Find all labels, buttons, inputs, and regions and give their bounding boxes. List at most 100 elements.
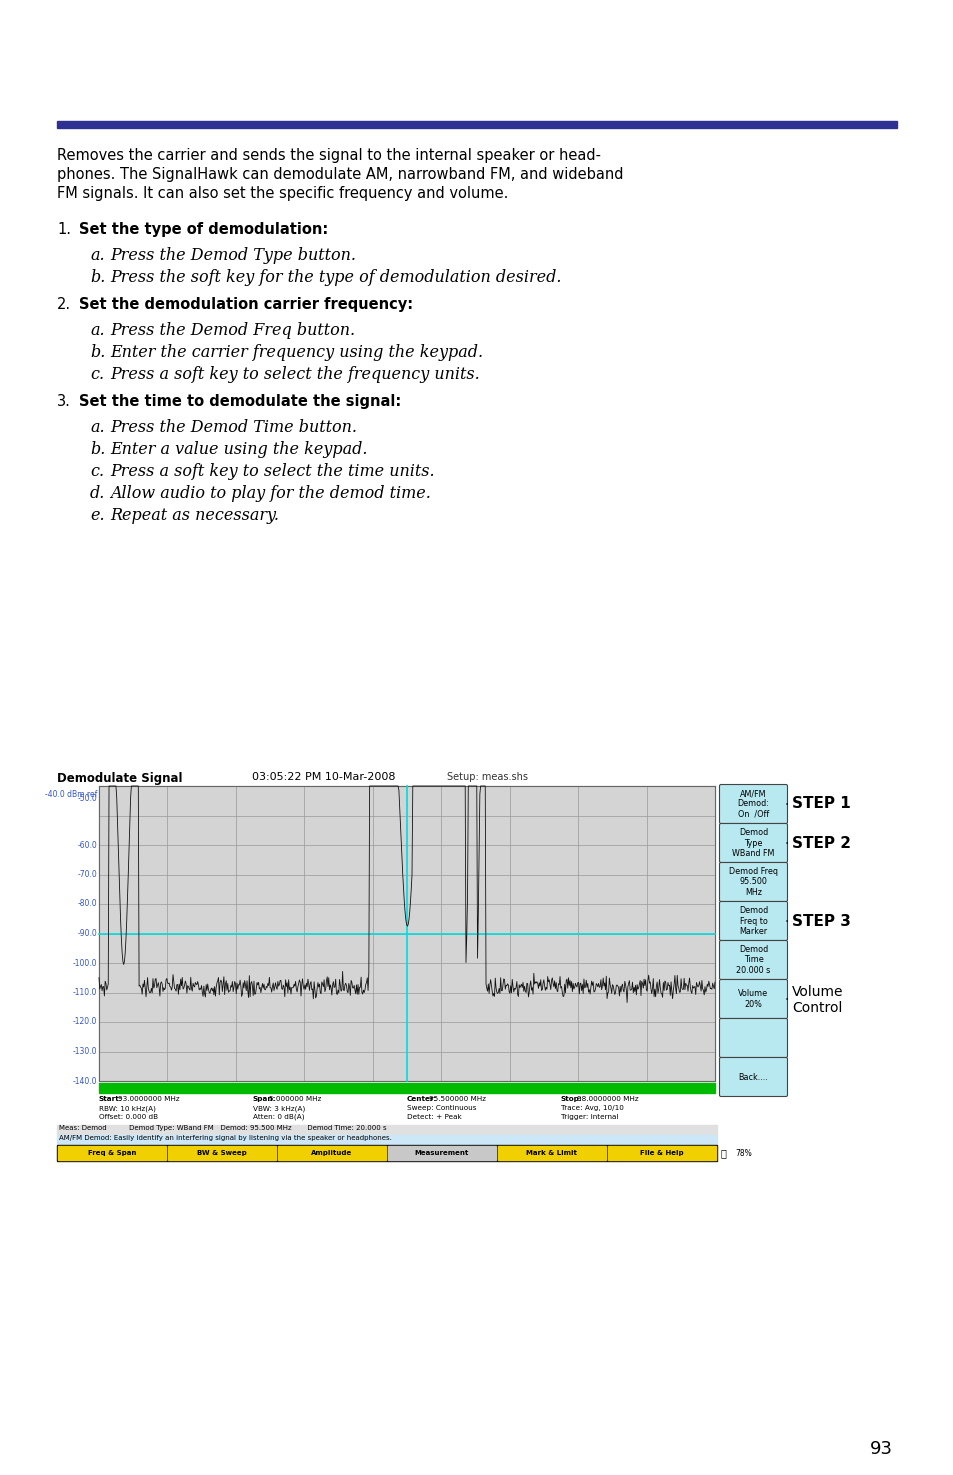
Text: Volume: Volume: [791, 985, 842, 999]
Text: Offset: 0.000 dB: Offset: 0.000 dB: [99, 1114, 158, 1120]
Text: c.: c.: [90, 366, 104, 384]
Text: RBW: 10 kHz(A): RBW: 10 kHz(A): [99, 1105, 155, 1112]
Text: 5.000000 MHz: 5.000000 MHz: [269, 1096, 321, 1102]
Text: Atten: 0 dB(A): Atten: 0 dB(A): [253, 1114, 304, 1121]
Text: 78%: 78%: [734, 1149, 751, 1158]
Text: d.: d.: [90, 485, 105, 502]
Text: AM/FM Demod: Easily identify an interfering signal by listening via the speaker : AM/FM Demod: Easily identify an interfer…: [59, 1134, 392, 1142]
Text: -130.0: -130.0: [72, 1047, 97, 1056]
Text: 03:05:22 PM 10-Mar-2008: 03:05:22 PM 10-Mar-2008: [252, 771, 395, 782]
Text: Repeat as necessary.: Repeat as necessary.: [110, 507, 278, 524]
Bar: [58, 1146, 166, 1159]
Text: Demod
Type
WBand FM: Demod Type WBand FM: [732, 827, 774, 858]
Text: 1.: 1.: [57, 223, 71, 237]
Text: e.: e.: [90, 507, 105, 524]
Text: VBW: 3 kHz(A): VBW: 3 kHz(A): [253, 1105, 305, 1112]
FancyBboxPatch shape: [719, 1058, 786, 1096]
Text: 3.: 3.: [57, 394, 71, 409]
Bar: [277, 1146, 386, 1159]
Bar: [57, 1145, 717, 1161]
Text: 98.0000000 MHz: 98.0000000 MHz: [577, 1096, 638, 1102]
Text: 93: 93: [869, 1440, 892, 1457]
FancyBboxPatch shape: [719, 863, 786, 901]
Bar: [607, 1146, 716, 1159]
Text: File & Help: File & Help: [639, 1150, 683, 1156]
Text: -80.0: -80.0: [77, 900, 97, 909]
Text: Trace: Avg, 10/10: Trace: Avg, 10/10: [560, 1105, 623, 1111]
Text: 2.: 2.: [57, 296, 71, 313]
Text: Set the demodulation carrier frequency:: Set the demodulation carrier frequency:: [79, 296, 413, 313]
Text: c.: c.: [90, 463, 104, 479]
Text: 95.500000 MHz: 95.500000 MHz: [429, 1096, 486, 1102]
Text: b.: b.: [90, 268, 105, 286]
Text: Amplitude: Amplitude: [311, 1150, 353, 1156]
Text: -40.0 dBm ref: -40.0 dBm ref: [45, 791, 97, 799]
Text: Enter the carrier frequency using the keypad.: Enter the carrier frequency using the ke…: [110, 344, 482, 361]
Text: Center:: Center:: [407, 1096, 436, 1102]
Text: Press a soft key to select the frequency units.: Press a soft key to select the frequency…: [110, 366, 479, 384]
Text: -70.0: -70.0: [77, 870, 97, 879]
Text: STEP 2: STEP 2: [791, 835, 850, 851]
Text: Press a soft key to select the time units.: Press a soft key to select the time unit…: [110, 463, 435, 479]
Text: Demodulate Signal: Demodulate Signal: [57, 771, 182, 785]
Text: Demod
Time
20.000 s: Demod Time 20.000 s: [736, 945, 770, 975]
Text: Press the Demod Freq button.: Press the Demod Freq button.: [110, 322, 355, 339]
Text: Detect: + Peak: Detect: + Peak: [407, 1114, 461, 1120]
Text: Allow audio to play for the demod time.: Allow audio to play for the demod time.: [110, 485, 431, 502]
Text: Press the Demod Time button.: Press the Demod Time button.: [110, 419, 356, 437]
FancyBboxPatch shape: [719, 823, 786, 863]
Text: Enter a value using the keypad.: Enter a value using the keypad.: [110, 441, 367, 459]
Bar: [57, 1134, 717, 1145]
Text: Press the Demod Type button.: Press the Demod Type button.: [110, 246, 355, 264]
Text: Sweep: Continuous: Sweep: Continuous: [407, 1105, 476, 1111]
Text: -90.0: -90.0: [77, 929, 97, 938]
Text: Volume
20%: Volume 20%: [738, 990, 768, 1009]
Text: Mark & Limit: Mark & Limit: [526, 1150, 577, 1156]
Text: Back....: Back....: [738, 1072, 767, 1081]
FancyBboxPatch shape: [719, 979, 786, 1019]
Text: b.: b.: [90, 441, 105, 459]
Text: BW & Sweep: BW & Sweep: [197, 1150, 247, 1156]
Text: -140.0: -140.0: [72, 1077, 97, 1086]
Text: Set the type of demodulation:: Set the type of demodulation:: [79, 223, 328, 237]
FancyBboxPatch shape: [719, 941, 786, 979]
Text: Span:: Span:: [253, 1096, 276, 1102]
Text: Set the time to demodulate the signal:: Set the time to demodulate the signal:: [79, 394, 401, 409]
Bar: [57, 121, 896, 128]
Text: Demod Freq
95.500
MHz: Demod Freq 95.500 MHz: [728, 867, 778, 897]
Text: -50.0: -50.0: [77, 794, 97, 802]
Bar: [99, 786, 714, 1081]
Text: AM/FM
Demod:
On  /Off: AM/FM Demod: On /Off: [737, 789, 769, 819]
Text: -120.0: -120.0: [72, 1018, 97, 1027]
Text: Measurement: Measurement: [415, 1150, 469, 1156]
Text: Demod
Freq to
Marker: Demod Freq to Marker: [739, 906, 767, 937]
Text: Freq & Span: Freq & Span: [88, 1150, 136, 1156]
FancyBboxPatch shape: [719, 785, 786, 823]
Text: 93.0000000 MHz: 93.0000000 MHz: [118, 1096, 179, 1102]
Text: a.: a.: [90, 419, 105, 437]
Text: 🔊: 🔊: [720, 1148, 726, 1158]
Text: phones. The SignalHawk can demodulate AM, narrowband FM, and wideband: phones. The SignalHawk can demodulate AM…: [57, 167, 623, 181]
Bar: [168, 1146, 275, 1159]
Text: a.: a.: [90, 322, 105, 339]
Text: Trigger: Internal: Trigger: Internal: [560, 1114, 618, 1120]
Bar: [497, 1146, 605, 1159]
Text: Removes the carrier and sends the signal to the internal speaker or head-: Removes the carrier and sends the signal…: [57, 148, 600, 164]
Text: b.: b.: [90, 344, 105, 361]
Bar: [388, 1146, 496, 1159]
Text: a.: a.: [90, 246, 105, 264]
Text: STEP 3: STEP 3: [791, 913, 850, 928]
Text: Press the soft key for the type of demodulation desired.: Press the soft key for the type of demod…: [110, 268, 561, 286]
FancyBboxPatch shape: [719, 901, 786, 941]
Text: -100.0: -100.0: [72, 959, 97, 968]
Bar: [57, 1125, 717, 1134]
Text: Start:: Start:: [99, 1096, 123, 1102]
Bar: [99, 1083, 714, 1093]
Text: -110.0: -110.0: [72, 988, 97, 997]
Text: Setup: meas.shs: Setup: meas.shs: [447, 771, 527, 782]
Text: Control: Control: [791, 1002, 841, 1015]
FancyBboxPatch shape: [719, 1019, 786, 1058]
Text: Stop:: Stop:: [560, 1096, 582, 1102]
Text: FM signals. It can also set the specific frequency and volume.: FM signals. It can also set the specific…: [57, 186, 508, 201]
Text: Meas: Demod          Demod Type: WBand FM   Demod: 95.500 MHz       Demod Time: : Meas: Demod Demod Type: WBand FM Demod: …: [59, 1125, 386, 1131]
